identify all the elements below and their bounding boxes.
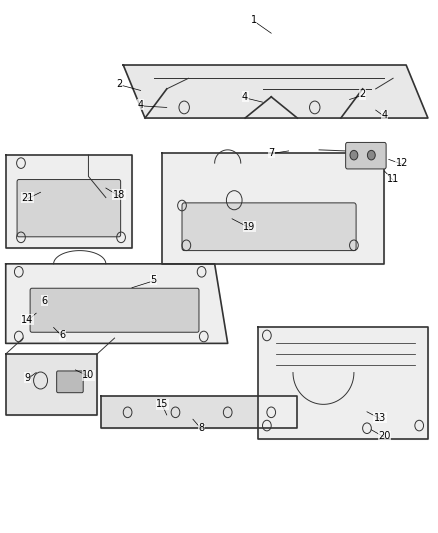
- Text: 6: 6: [42, 296, 48, 306]
- Polygon shape: [258, 327, 428, 439]
- Text: 13: 13: [374, 413, 386, 423]
- FancyBboxPatch shape: [17, 180, 120, 237]
- Circle shape: [350, 150, 358, 160]
- Polygon shape: [162, 152, 385, 264]
- Text: 12: 12: [396, 158, 408, 168]
- Text: 21: 21: [21, 192, 34, 203]
- Text: 19: 19: [244, 222, 256, 232]
- Text: 4: 4: [381, 110, 388, 120]
- Text: 9: 9: [25, 373, 31, 383]
- Polygon shape: [6, 155, 132, 248]
- Text: 7: 7: [268, 148, 274, 158]
- Text: 20: 20: [378, 431, 391, 441]
- Polygon shape: [6, 354, 97, 415]
- Text: 10: 10: [82, 370, 95, 380]
- Text: 4: 4: [242, 92, 248, 102]
- FancyBboxPatch shape: [346, 142, 386, 169]
- Text: 14: 14: [21, 314, 34, 325]
- Polygon shape: [123, 65, 428, 118]
- Text: 11: 11: [387, 174, 399, 184]
- Text: 2: 2: [116, 78, 122, 88]
- FancyBboxPatch shape: [30, 288, 199, 332]
- Text: 4: 4: [138, 100, 144, 110]
- Text: 8: 8: [198, 423, 205, 433]
- Polygon shape: [102, 397, 297, 428]
- Text: 6: 6: [59, 330, 65, 341]
- Text: 15: 15: [156, 399, 169, 409]
- Polygon shape: [6, 264, 228, 343]
- Circle shape: [367, 150, 375, 160]
- Text: 5: 5: [151, 274, 157, 285]
- FancyBboxPatch shape: [57, 371, 83, 393]
- FancyBboxPatch shape: [182, 203, 356, 251]
- Text: 1: 1: [251, 15, 257, 25]
- Text: 18: 18: [113, 190, 125, 200]
- Text: 2: 2: [360, 89, 366, 99]
